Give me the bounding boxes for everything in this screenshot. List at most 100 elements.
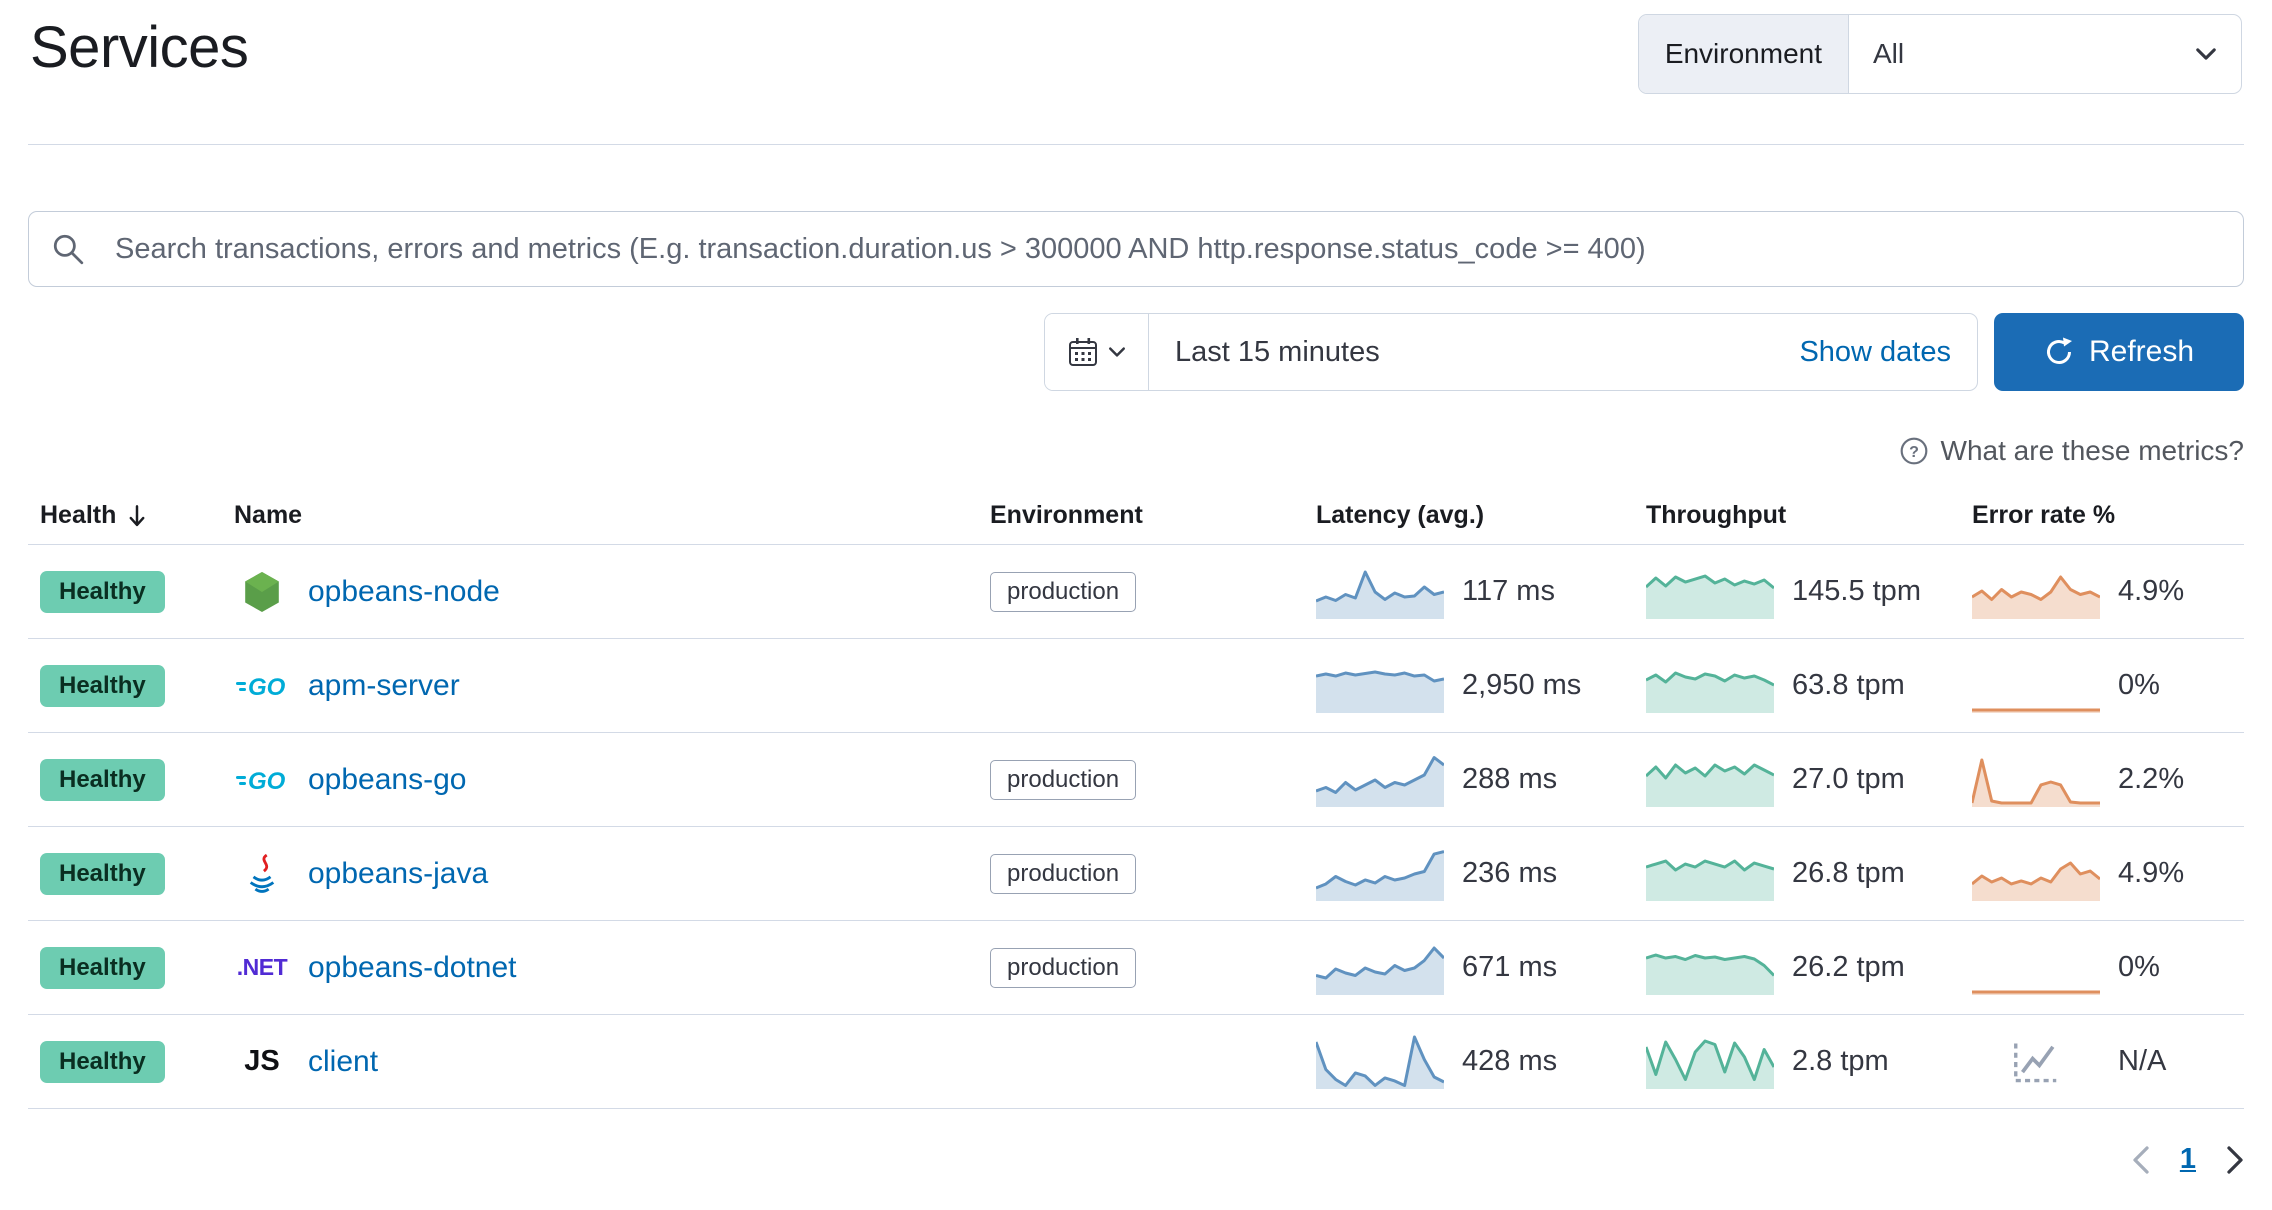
column-header-health[interactable]: Health — [28, 501, 234, 530]
column-header-error-rate: Error rate % — [1972, 501, 2116, 529]
chevron-left-icon — [2133, 1145, 2149, 1174]
environment-select-value: All — [1873, 38, 1905, 69]
environment-badge: production — [990, 759, 1137, 800]
go-icon: GO — [236, 768, 286, 795]
throughput-value: 26.2 tpm — [1792, 951, 1905, 983]
service-link[interactable]: client — [308, 1044, 379, 1078]
js-icon: JS — [244, 1045, 280, 1077]
error-rate-value: 2.2% — [2118, 763, 2185, 795]
environment-select[interactable]: All — [1849, 15, 2241, 93]
date-quick-select-button[interactable] — [1045, 314, 1149, 390]
next-page-button[interactable] — [2226, 1145, 2244, 1175]
latency-value: 2,950 ms — [1462, 669, 1582, 701]
service-link[interactable]: opbeans-java — [308, 856, 489, 890]
health-badge: Healthy — [40, 664, 165, 707]
throughput-sparkline — [1646, 941, 1774, 995]
column-header-health-label: Health — [40, 501, 117, 529]
error-rate-value: 4.9% — [2118, 857, 2185, 889]
environment-filter: Environment All — [1637, 14, 2242, 94]
dotnet-icon: .NET — [236, 954, 288, 980]
column-header-latency: Latency (avg.) — [1316, 501, 1485, 529]
health-badge: Healthy — [40, 852, 165, 895]
latency-sparkline — [1316, 565, 1444, 619]
service-link[interactable]: opbeans-node — [308, 574, 500, 608]
health-badge: Healthy — [40, 758, 165, 801]
latency-sparkline — [1316, 1035, 1444, 1089]
latency-value: 671 ms — [1462, 951, 1558, 983]
throughput-value: 145.5 tpm — [1792, 575, 1921, 607]
error-rate-sparkline — [1972, 753, 2100, 807]
latency-sparkline — [1316, 941, 1444, 995]
date-range-label: Last 15 minutes — [1175, 335, 1380, 368]
search-input[interactable] — [29, 212, 2243, 286]
chevron-down-icon — [1109, 347, 1125, 357]
search-icon — [53, 234, 84, 265]
svg-text:GO: GO — [248, 768, 286, 795]
service-link[interactable]: opbeans-go — [308, 762, 467, 796]
health-badge: Healthy — [40, 570, 165, 613]
error-rate-value: 4.9% — [2118, 575, 2185, 607]
throughput-value: 2.8 tpm — [1792, 1045, 1889, 1077]
table-body: Healthy opbeans-node production 117 ms 145.5… — [28, 545, 2244, 1109]
column-header-environment: Environment — [990, 501, 1143, 529]
svg-text:GO: GO — [248, 674, 286, 701]
java-icon — [249, 853, 275, 893]
throughput-sparkline — [1646, 753, 1774, 807]
environment-badge: production — [990, 853, 1137, 894]
error-rate-sparkline — [1972, 565, 2100, 619]
refresh-icon — [2047, 337, 2072, 364]
prev-page-button[interactable] — [2132, 1145, 2150, 1175]
page-header: Services Environment All — [28, 0, 2244, 145]
chevron-down-icon — [2196, 48, 2216, 60]
calendar-icon — [1069, 338, 1097, 366]
error-rate-value: 0% — [2118, 951, 2160, 983]
refresh-button[interactable]: Refresh — [1994, 313, 2244, 391]
environment-badge: production — [990, 571, 1137, 612]
throughput-sparkline — [1646, 565, 1774, 619]
metrics-help-label: What are these metrics? — [1940, 435, 2244, 466]
throughput-sparkline — [1646, 847, 1774, 901]
latency-value: 428 ms — [1462, 1045, 1558, 1077]
svg-text:?: ? — [1909, 443, 1919, 461]
column-header-name: Name — [234, 501, 303, 529]
chevron-right-icon — [2227, 1145, 2243, 1174]
metrics-help[interactable]: ? What are these metrics? — [28, 435, 2244, 467]
sort-down-icon — [129, 504, 145, 526]
refresh-button-label: Refresh — [2088, 335, 2195, 368]
page-title: Services — [30, 15, 249, 80]
super-date-picker: Last 15 minutes Show dates — [1044, 313, 1978, 391]
error-rate-value: N/A — [2118, 1045, 2167, 1077]
throughput-sparkline — [1646, 659, 1774, 713]
table-row: Healthy JS client 428 ms 2.8 tpm N/A — [28, 1015, 2244, 1109]
table-row: Healthy .NET opbeans-dotnet production 671 m… — [28, 921, 2244, 1015]
service-link[interactable]: opbeans-dotnet — [308, 950, 517, 984]
service-link[interactable]: apm-server — [308, 668, 460, 702]
throughput-value: 26.8 tpm — [1792, 857, 1905, 889]
chart-placeholder-icon — [1972, 1035, 2100, 1089]
page-number[interactable]: 1 — [2179, 1143, 2196, 1175]
environment-filter-label: Environment — [1638, 15, 1849, 93]
table-row: Healthy GO opbeans-go production 288 ms 27.0 … — [28, 733, 2244, 827]
throughput-sparkline — [1646, 1035, 1774, 1089]
latency-value: 117 ms — [1462, 575, 1555, 607]
date-range-display[interactable]: Last 15 minutes Show dates — [1149, 314, 1977, 390]
latency-value: 288 ms — [1462, 763, 1558, 795]
services-table: Health Name Environment Latency (avg.) T… — [28, 489, 2244, 1109]
latency-sparkline — [1316, 659, 1444, 713]
table-row: Healthy opbeans-node production 117 ms 145.5… — [28, 545, 2244, 639]
error-rate-value: 0% — [2118, 669, 2160, 701]
throughput-value: 63.8 tpm — [1792, 669, 1905, 701]
error-rate-sparkline — [1972, 659, 2100, 713]
pagination: 1 — [28, 1143, 2244, 1176]
latency-value: 236 ms — [1462, 857, 1558, 889]
error-rate-sparkline — [1972, 847, 2100, 901]
error-rate-sparkline — [1972, 941, 2100, 995]
table-row: Healthy GO apm-server 2,950 ms 63.8 tpm 0% — [28, 639, 2244, 733]
throughput-value: 27.0 tpm — [1792, 763, 1905, 795]
search-box — [28, 211, 2244, 287]
nodejs-icon — [245, 571, 279, 612]
column-header-throughput: Throughput — [1646, 501, 1787, 529]
question-icon: ? — [1900, 437, 1927, 465]
show-dates-button[interactable]: Show dates — [1799, 335, 1951, 368]
